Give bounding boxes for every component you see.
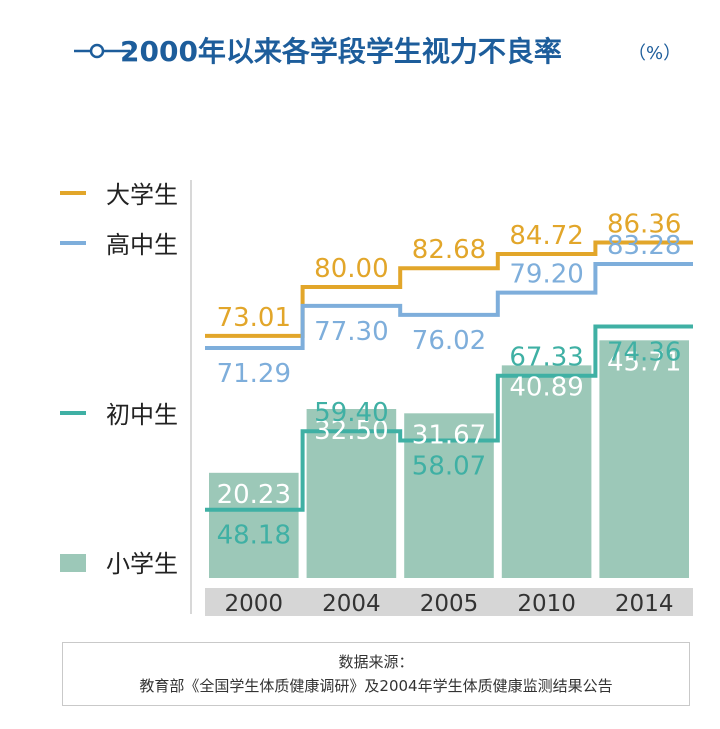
bar-label-primary-school-2005: 31.67 (412, 420, 486, 450)
chart-title: 2000年以来各学段学生视力不良率 (120, 35, 562, 68)
legend-label-middle-school: 初中生 (106, 401, 178, 429)
lines-layer (205, 240, 693, 512)
legend: 大学生 高中生 初中生 小学生 (60, 181, 178, 578)
legend-label-university: 大学生 (106, 181, 178, 209)
legend-label-primary-school: 小学生 (106, 550, 178, 578)
line-label-university-2010: 84.72 (509, 221, 583, 251)
chart-unit: （%） (628, 43, 681, 64)
x-tick-label-2004: 2004 (322, 591, 381, 617)
bar-label-primary-school-2000: 20.23 (217, 480, 291, 510)
source-text: 教育部《全国学生体质健康调研》及2004年学生体质健康监测结果公告 (139, 677, 613, 695)
title-decoration-circle (89, 43, 105, 59)
bar-primary-school-2014 (599, 340, 689, 578)
bars-layer (209, 340, 689, 578)
x-axis-band (205, 588, 693, 616)
bar-label-primary-school-2004: 32.50 (314, 416, 388, 446)
legend-item-primary-school: 小学生 (60, 550, 178, 578)
legend-item-university: 大学生 (60, 181, 178, 209)
legend-item-high-school: 高中生 (60, 231, 178, 259)
line-label-university-2005: 82.68 (412, 235, 486, 265)
bar-primary-school-2004 (306, 409, 397, 578)
source-heading: 数据来源： (338, 653, 414, 671)
line-label-university-2004: 80.00 (314, 254, 388, 284)
line-label-high-school-2000: 71.29 (217, 359, 291, 389)
line-label-university-2000: 73.01 (217, 303, 291, 333)
line-high-school (205, 262, 693, 350)
chart-title-group: 2000年以来各学段学生视力不良率 （%） (74, 35, 681, 68)
line-label-high-school-2005: 76.02 (412, 326, 486, 356)
x-axis-labels: 2000 2004 2005 2010 2014 (225, 591, 674, 617)
line-label-middle-school-2010: 67.33 (509, 343, 583, 373)
legend-item-middle-school: 初中生 (60, 401, 178, 429)
line-middle-school (205, 324, 693, 512)
line-label-high-school-2004: 77.30 (314, 317, 388, 347)
line-label-middle-school-2014: 74.36 (607, 337, 681, 367)
line-label-high-school-2010: 79.20 (509, 260, 583, 290)
line-label-middle-school-2000: 48.18 (217, 521, 291, 551)
legend-label-high-school: 高中生 (106, 231, 178, 259)
labels-layer: 20.23 32.50 31.67 40.89 45.71 73.01 80.00 82.68… (217, 209, 682, 550)
x-tick-label-2014: 2014 (615, 591, 674, 617)
source-box: 数据来源： 教育部《全国学生体质健康调研》及2004年学生体质健康监测结果公告 (62, 642, 690, 706)
bar-label-primary-school-2010: 40.89 (509, 372, 583, 402)
line-label-high-school-2014: 83.28 (607, 231, 681, 261)
line-label-middle-school-2005: 58.07 (412, 452, 486, 482)
x-tick-label-2010: 2010 (517, 591, 576, 617)
bar-primary-school-2010 (501, 365, 592, 578)
x-tick-label-2000: 2000 (225, 591, 284, 617)
line-label-university-2014: 86.36 (607, 209, 681, 239)
bar-primary-school-2000 (209, 472, 299, 578)
x-tick-label-2005: 2005 (420, 591, 479, 617)
line-label-middle-school-2004: 59.40 (314, 398, 388, 428)
bar-label-primary-school-2014: 45.71 (607, 347, 681, 377)
legend-swatch-primary-school (60, 554, 86, 572)
